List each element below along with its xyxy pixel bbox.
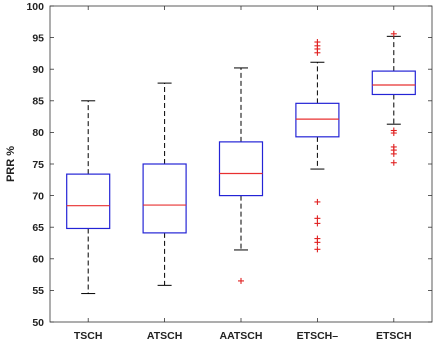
outlier-marker (314, 239, 321, 246)
box-5 (371, 30, 416, 166)
y-tick-label: 55 (32, 285, 44, 297)
x-tick-label: ATSCH (147, 330, 182, 342)
y-tick-label: 80 (32, 127, 44, 139)
iqr-box (218, 141, 264, 197)
outlier-marker (314, 215, 321, 222)
x-tick-label: ETSCH (376, 330, 412, 342)
outlier-marker (314, 49, 321, 56)
y-tick-label: 70 (32, 190, 44, 202)
y-tick-label: 100 (26, 1, 44, 13)
iqr-box (295, 102, 340, 138)
boxes-layer (66, 30, 416, 295)
outlier-marker (390, 130, 397, 137)
outlier-marker (390, 159, 397, 166)
y-tick-label: 65 (32, 222, 44, 234)
x-tick-label: ETSCH– (297, 330, 339, 342)
outlier-marker (390, 30, 397, 37)
outlier-marker (314, 198, 321, 205)
outlier-marker (314, 220, 321, 227)
x-tick-label: TSCH (74, 330, 103, 342)
x-axis: TSCH ATSCH AATSCH ETSCH– ETSCH (74, 6, 412, 342)
plot-area (49, 5, 433, 323)
y-tick-label: 95 (32, 32, 44, 44)
box-4 (295, 39, 340, 253)
y-tick-label: 50 (32, 317, 44, 329)
x-tick-label: AATSCH (220, 330, 263, 342)
y-tick-label: 90 (32, 64, 44, 76)
outlier-marker (390, 150, 397, 157)
outlier-marker (314, 246, 321, 253)
box-3 (218, 67, 264, 284)
y-axis-label: PRR % (5, 146, 17, 182)
y-tick-label: 75 (32, 159, 44, 171)
y-tick-label: 60 (32, 254, 44, 266)
iqr-box (142, 163, 187, 234)
iqr-box (371, 70, 416, 96)
y-tick-label: 85 (32, 96, 44, 108)
box-2 (142, 82, 187, 286)
y-axis: 50 55 60 65 70 75 80 85 90 95 100 (26, 1, 432, 329)
iqr-box (66, 173, 111, 230)
outlier-marker (238, 277, 244, 284)
box-1 (66, 100, 111, 295)
plot-frame (49, 5, 433, 323)
